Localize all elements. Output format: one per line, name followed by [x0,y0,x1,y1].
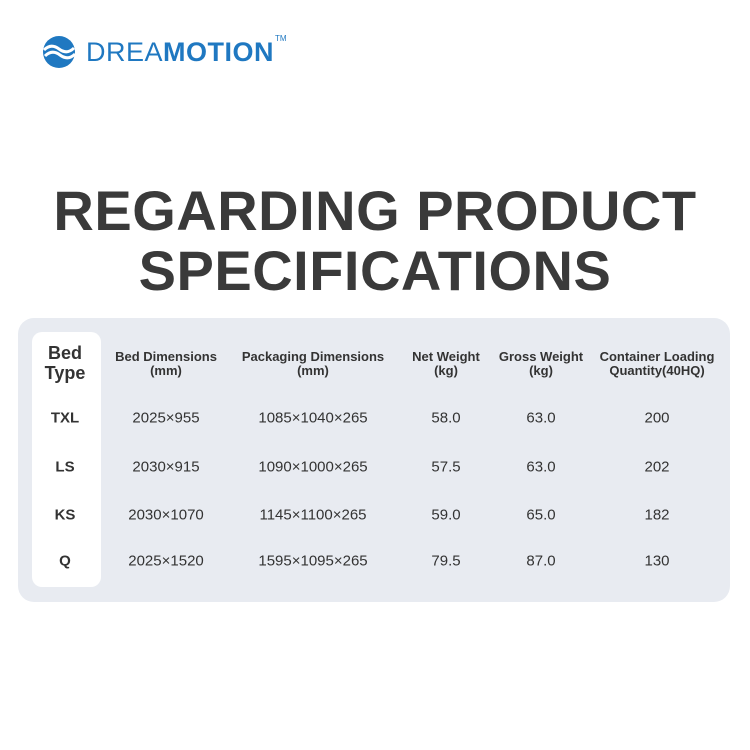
header-line: (kg) [434,363,458,378]
header-line: Net Weight [412,349,480,364]
table-cell: 63.0 [526,409,556,427]
table-cell: 87.0 [526,552,556,570]
header-line: Bed Dimensions [115,349,217,364]
header-line: Quantity(40HQ) [609,363,705,378]
table-cell: 65.0 [526,506,556,524]
table-panel [18,318,730,602]
row-label: KS [54,506,76,524]
header-line: Type [44,363,86,383]
table-cell: 1085×1040×265 [258,409,368,427]
header-line: Container Loading [599,349,715,364]
logo-icon [42,36,76,68]
trademark: TM [275,34,287,43]
table-cell: 57.5 [431,458,461,476]
table-cell: 1145×1100×265 [259,506,367,524]
header-line: (kg) [529,363,553,378]
header-line: Bed [47,343,82,363]
table-cell: 182 [644,506,670,524]
table-cell: 58.0 [431,409,461,427]
table-cell: 1595×1095×265 [258,552,368,570]
table-cell: 59.0 [431,506,461,524]
table-cell: 79.5 [431,552,461,570]
column-header: Container Loading Quantity(40HQ) [600,350,715,378]
row-label: Q [59,552,71,570]
header-line: (mm) [297,363,329,378]
row-label: TXL [50,409,80,427]
column-header: Gross Weight (kg) [499,350,583,378]
table-cell: 130 [644,552,670,570]
column-header: Packaging Dimensions (mm) [242,350,384,378]
logo-text: DREA [86,36,164,67]
header-line: (mm) [150,363,182,378]
table-cell: 202 [644,458,670,476]
table-cell: 63.0 [526,458,556,476]
column-header: Net Weight (kg) [412,350,480,378]
table-cell: 2025×1520 [128,552,204,570]
title: REGARDING PRODUCT [53,179,697,242]
table-cell: 200 [644,409,670,427]
title: SPECIFICATIONS [138,239,612,302]
row-label: LS [55,458,75,476]
header-line: Packaging Dimensions [241,349,385,364]
header-line: Gross Weight [498,349,584,364]
table-cell: 1090×1000×265 [258,458,368,476]
table-cell: 2030×915 [132,458,200,476]
table-cell: 2025×955 [132,409,200,427]
logo-text: MOTION [163,36,275,67]
table-cell: 2030×1070 [128,506,204,524]
first-column [32,332,101,587]
column-header: Bed Type [45,343,86,383]
logo: DREA MOTION TM [42,34,287,70]
column-header: Bed Dimensions (mm) [115,350,217,378]
